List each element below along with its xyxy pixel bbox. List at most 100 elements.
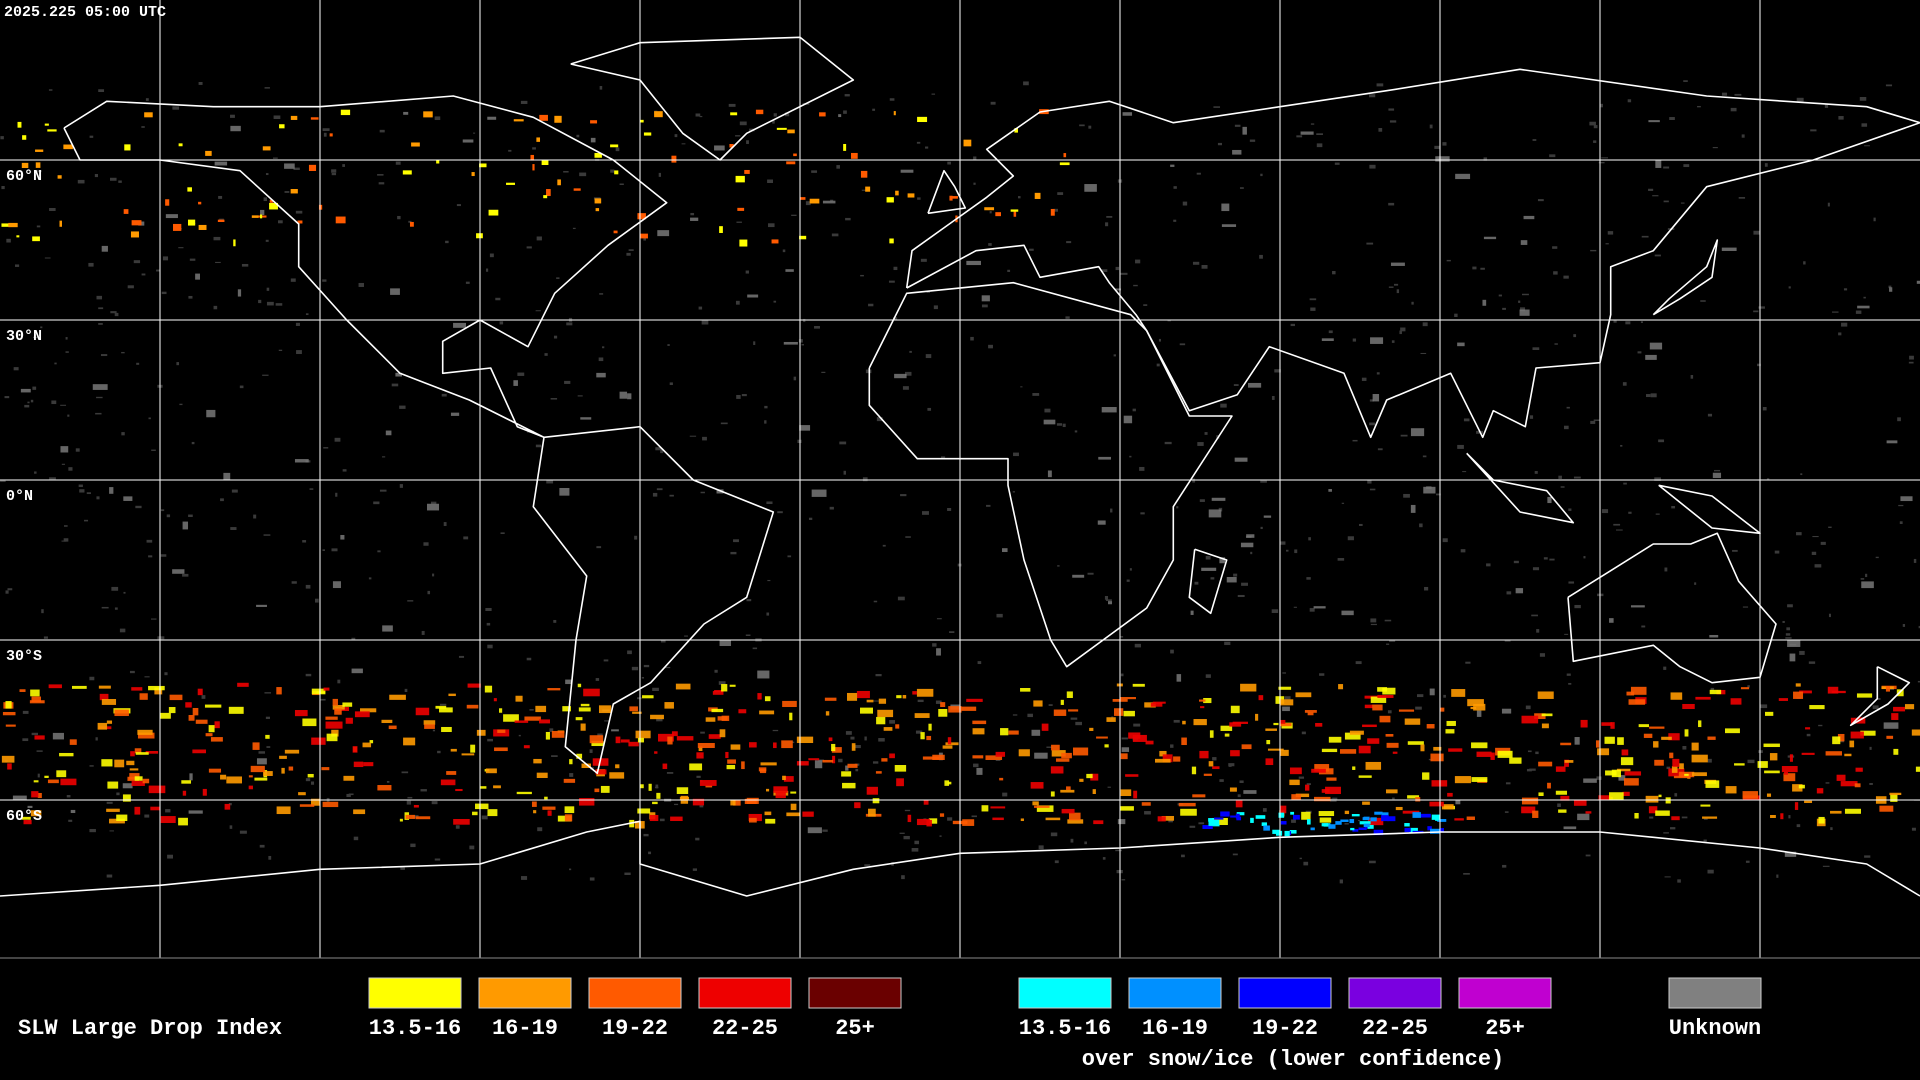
drop-patch [1036,805,1054,812]
drop-patch [1765,711,1774,716]
drop-patch [546,189,551,197]
cloud-speck [473,132,476,134]
cloud-speck [973,182,976,185]
cloud-speck [60,404,67,406]
unknown-patch [580,417,592,420]
cloud-speck [822,829,828,832]
drop-patch [281,767,285,774]
cloud-speck [1532,567,1540,571]
drop-patch [310,117,319,120]
drop-patch [1051,750,1066,757]
drop-patch [765,788,770,792]
unknown-patch [1115,288,1121,291]
cloud-speck [1075,721,1083,726]
unknown-patch [822,200,836,204]
drop-patch [662,763,668,770]
cloud-speck [51,400,57,405]
cloud-speck [643,236,646,241]
drop-patch [248,785,253,790]
drop-patch [1032,801,1039,806]
drop-patch [749,742,757,748]
cloud-speck [305,584,311,589]
cloud-speck [30,399,34,403]
cloud-speck [845,731,852,735]
drop-patch [513,119,524,122]
legend-swatch [1238,977,1332,1009]
cloud-speck [875,674,882,677]
drop-patch [107,781,119,789]
cloud-speck [1347,536,1354,541]
cloud-speck [1531,614,1538,617]
drop-patch [1155,758,1171,763]
drop-patch [948,706,962,713]
unknown-patch [340,534,345,540]
drop-patch [725,751,729,759]
cloud-speck [165,809,171,813]
unknown-patch [1034,752,1048,759]
snow-patch [1381,815,1389,822]
cloud-speck [1787,604,1793,608]
cloud-speck [546,479,554,484]
unknown-patch [426,503,440,511]
drop-patch [1020,818,1024,822]
cloud-speck [1536,629,1540,633]
cloud-speck [669,494,674,497]
drop-patch [914,713,930,718]
cloud-speck [1707,758,1712,763]
drop-patch [448,693,456,697]
cloud-speck [1250,551,1253,555]
cloud-speck [811,170,818,173]
cloud-speck [602,346,605,349]
drop-patch [1840,781,1858,787]
cloud-speck [1654,477,1661,481]
unknown-patch [783,341,798,345]
cloud-speck [1663,832,1669,834]
cloud-speck [745,634,751,637]
cloud-speck [692,868,697,871]
drop-patch [1620,757,1634,766]
drop-patch [692,798,705,806]
cloud-speck [1388,202,1395,206]
drop-patch [1770,814,1776,818]
cloud-speck [114,607,118,610]
drop-patch [1050,791,1055,797]
drop-patch [1429,801,1444,807]
drop-patch [650,714,664,720]
cloud-speck [1176,506,1179,509]
cloud-speck [1370,623,1377,626]
cloud-speck [1017,196,1021,199]
legend-label: 13.5-16 [1019,1016,1111,1041]
cloud-speck [1593,419,1600,421]
drop-patch [308,164,317,171]
unknown-patch [690,217,699,221]
cloud-speck [1121,737,1128,740]
cloud-speck [1534,471,1538,474]
drop-patch [889,238,894,244]
drop-patch [598,705,612,714]
cloud-speck [377,550,381,553]
drop-patch [48,684,62,689]
drop-patch [781,740,793,749]
cloud-speck [1518,300,1521,303]
drop-patch [1010,209,1019,212]
drop-patch [1385,734,1394,737]
drop-patch [926,819,932,827]
cloud-speck [931,93,936,95]
cloud-speck [922,511,929,515]
drop-patch [860,170,868,178]
drop-patch [1362,801,1370,805]
drop-patch [1673,775,1691,779]
drop-patch [1061,808,1075,814]
unknown-patch [462,139,474,143]
unknown-patch [811,489,827,497]
cloud-speck [22,710,29,714]
unknown-patch [109,487,114,494]
cloud-speck [689,435,697,437]
drop-patch [947,781,952,785]
cloud-speck [1310,307,1316,311]
cloud-speck [1376,372,1380,375]
cloud-speck [1917,680,1920,683]
unknown-patch [1098,456,1111,460]
drop-patch [1060,789,1075,793]
cloud-speck [485,607,492,612]
